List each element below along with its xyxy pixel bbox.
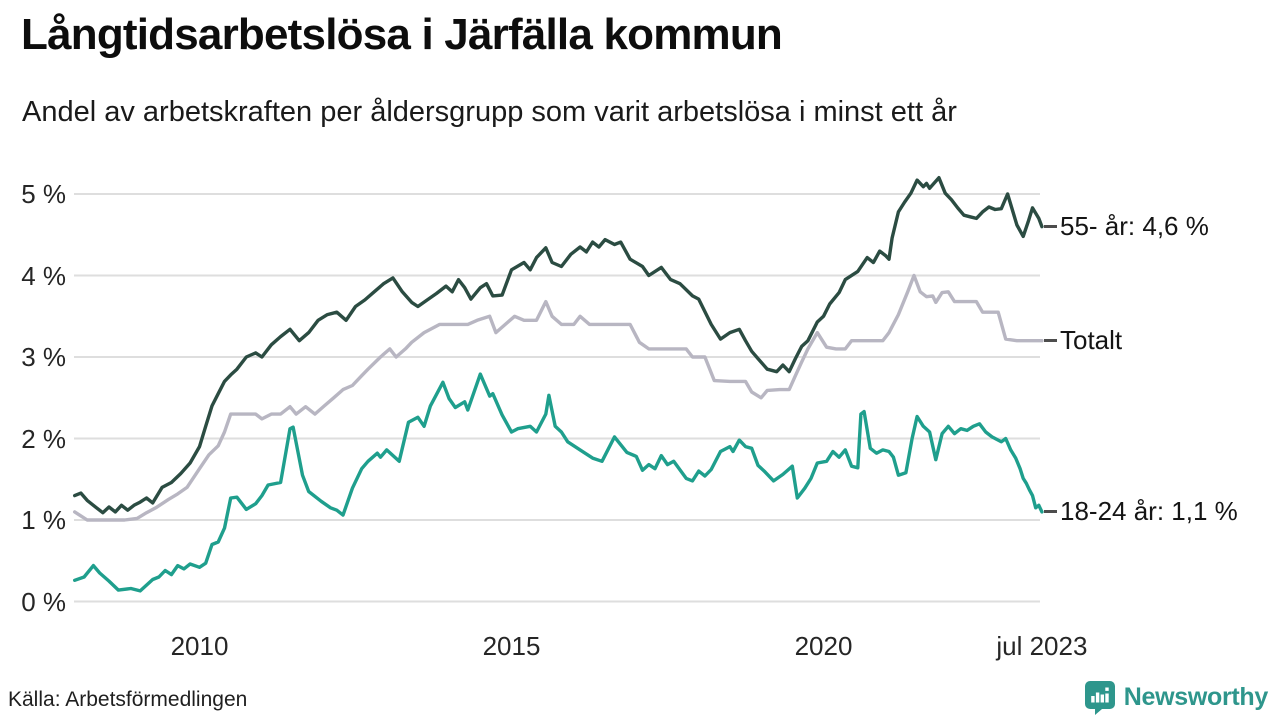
brand-logo: Newsworthy <box>1083 679 1268 715</box>
series-end-label: Totalt <box>1044 325 1122 356</box>
page-title: Långtidsarbetslösa i Järfälla kommun <box>21 10 783 59</box>
series-end-label-text: 18-24 år: 1,1 % <box>1060 495 1238 526</box>
label-tick-dash <box>1044 224 1057 228</box>
source-note: Källa: Arbetsförmedlingen <box>8 688 248 711</box>
y-tick-label: 0 % <box>21 586 66 617</box>
brand-name: Newsworthy <box>1123 682 1269 711</box>
page-subtitle: Andel av arbetskraften per åldersgrupp s… <box>22 96 957 128</box>
label-tick-dash <box>1044 338 1057 342</box>
bar-chart-speech-bubble-icon <box>1084 681 1115 715</box>
series-end-label-text: 55- år: 4,6 % <box>1060 210 1209 241</box>
x-tick-label: 2010 <box>170 631 229 661</box>
y-tick-label: 2 % <box>21 423 66 454</box>
x-tick-label: 2020 <box>794 631 853 661</box>
series-line-totalt <box>72 273 1044 522</box>
series-end-label-text: Totalt <box>1060 324 1123 355</box>
y-tick-label: 3 % <box>21 342 66 372</box>
series-end-label: 18-24 år: 1,1 % <box>1044 496 1238 527</box>
y-tick-label: 4 % <box>21 260 66 291</box>
series-line-18-24-r <box>72 372 1044 593</box>
y-tick-label: 1 % <box>21 505 66 535</box>
label-tick-dash <box>1044 509 1057 513</box>
x-tick-label: 2015 <box>482 631 541 661</box>
x-tick-label: jul 2023 <box>996 631 1088 661</box>
series-end-label: 55- år: 4,6 % <box>1044 211 1209 242</box>
y-tick-label: 5 % <box>21 179 66 209</box>
series-line-55-r <box>72 175 1044 515</box>
